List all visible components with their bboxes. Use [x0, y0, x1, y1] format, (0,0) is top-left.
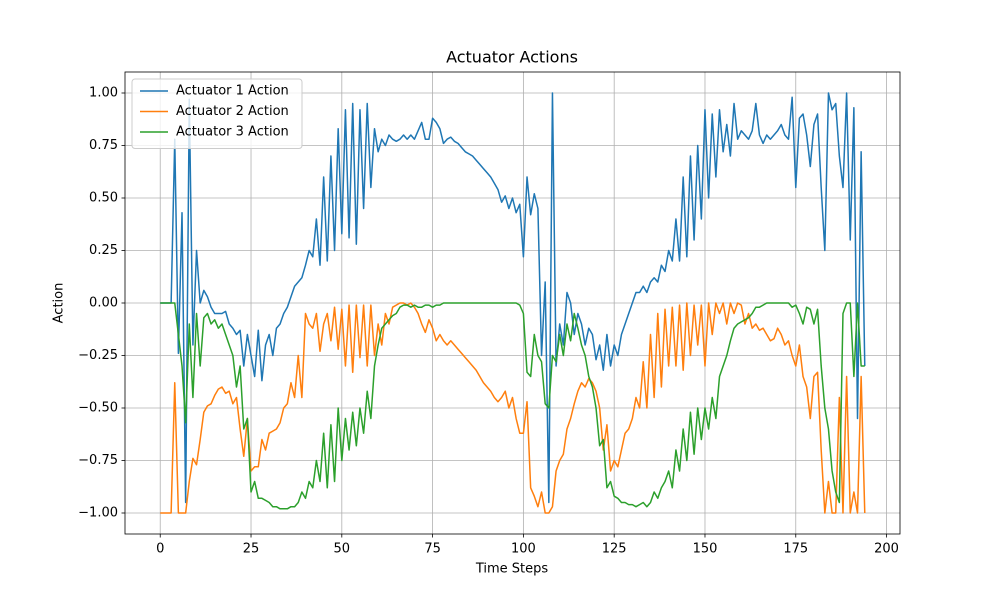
y-tick-label: 0.50: [89, 191, 118, 206]
y-tick-label: 1.00: [89, 86, 118, 101]
x-tick-label: 125: [602, 542, 627, 557]
data-line: [160, 302, 865, 510]
x-tick-label: 25: [243, 542, 260, 557]
legend-box: [131, 78, 303, 149]
x-tick-label: 50: [334, 542, 351, 557]
y-tick-label: −1.00: [78, 506, 118, 521]
legend-label: Actuator 1 Action: [176, 84, 289, 99]
data-line: [160, 302, 866, 514]
x-tick-label: 100: [511, 542, 536, 557]
x-tick-label: 75: [424, 542, 441, 557]
y-tick-label: −0.25: [78, 348, 118, 363]
y-tick-label: 0.75: [89, 138, 118, 153]
chart-title: Actuator Actions: [446, 48, 578, 67]
x-tick-label: 0: [156, 542, 164, 557]
legend-label: Actuator 3 Action: [176, 125, 289, 140]
y-tick-label: −0.50: [78, 401, 118, 416]
x-axis-label: Time Steps: [475, 562, 549, 577]
plot-frame: [124, 71, 901, 535]
data-line: [160, 92, 866, 504]
y-tick-label: 0.00: [89, 296, 118, 311]
x-tick-label: 150: [693, 542, 718, 557]
x-tick-label: 175: [783, 542, 808, 557]
y-tick-label: 0.25: [89, 243, 118, 258]
y-axis-label: Action: [52, 283, 67, 324]
x-tick-label: 200: [874, 542, 899, 557]
y-tick-label: −0.75: [78, 453, 118, 468]
legend-label: Actuator 2 Action: [176, 104, 289, 119]
